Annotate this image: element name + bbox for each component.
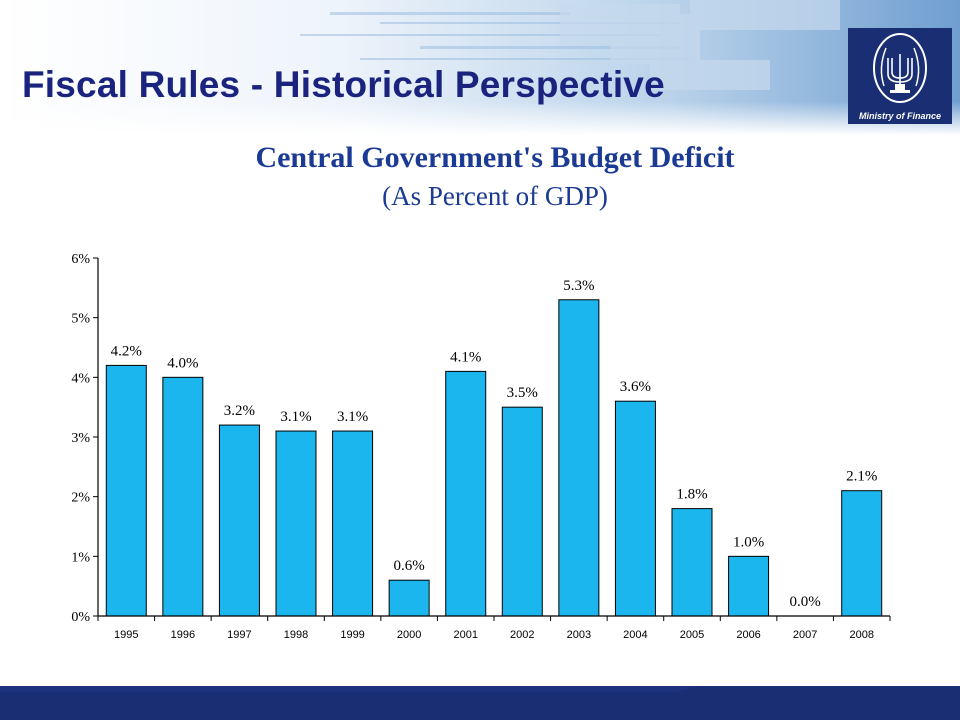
page-number: 3 [818, 689, 826, 704]
y-tick-label: 3% [71, 431, 90, 446]
data-label: 0.0% [790, 594, 821, 610]
x-tick-label: 2006 [736, 629, 760, 641]
x-tick-label: 1996 [171, 629, 195, 641]
data-label: 1.8% [676, 487, 707, 503]
bar [671, 508, 713, 617]
data-label: 0.6% [394, 558, 425, 574]
bar [501, 406, 543, 617]
y-axis: 0% 1% 2% 3% 4% 5% 6% [71, 252, 99, 625]
bar [841, 490, 883, 617]
data-label: 3.5% [507, 385, 538, 401]
logo-caption: Ministry of Finance [858, 111, 941, 121]
y-tick-label: 4% [71, 371, 90, 386]
data-label: 4.0% [167, 355, 198, 371]
slide-title: Fiscal Rules - Historical Perspective [22, 64, 665, 105]
data-label: 3.1% [280, 409, 311, 425]
x-tick-label: 2003 [567, 629, 591, 641]
data-label: 3.1% [337, 409, 368, 425]
x-tick-label: 2002 [510, 629, 534, 641]
x-axis: 1995 1996 1997 1998 1999 2000 2001 2002 2003 2004… [97, 615, 891, 641]
bar-chart: 0%1%2%3%4%5%6% 4.2%4.0%3.2% 3.1% 3.1%0.6%4… [71, 252, 891, 641]
ministry-logo: Ministry of Finance [848, 28, 952, 124]
bar [218, 424, 260, 617]
chart-subtitle: (As Percent of GDP) [382, 181, 608, 211]
footer-graphic [0, 686, 960, 720]
x-tick-label: 1998 [284, 629, 308, 641]
x-tick-label: 2001 [453, 629, 477, 641]
y-tick-label: 1% [71, 550, 90, 565]
data-label: 2.1% [846, 469, 877, 485]
bar [105, 364, 147, 617]
y-tick-label: 6% [71, 252, 90, 267]
bar [162, 376, 204, 617]
bars [105, 299, 883, 617]
chart-title: Central Government's Budget Deficit [255, 141, 735, 174]
menorah-emblem-icon [848, 28, 952, 124]
bar [388, 579, 430, 617]
data-label: 4.1% [450, 349, 481, 365]
header-background [0, 0, 960, 135]
y-tick-label: 0% [71, 610, 90, 625]
x-tick-label: 2000 [397, 629, 421, 641]
x-tick-label: 2004 [623, 629, 647, 641]
bar [614, 400, 656, 617]
data-label: 1.0% [733, 534, 764, 550]
header-band: Fiscal Rules - Historical Perspective Mi… [0, 0, 960, 135]
data-label: 4.2% [111, 343, 142, 359]
x-tick-label: 1997 [227, 629, 251, 641]
bar [332, 430, 374, 617]
data-label: 5.3% [563, 278, 594, 294]
bar [728, 555, 770, 617]
data-labels: 4.2% 4.0% 3.2% 3.1% 3.1% 0.6% 4.1% 3.5% 5.3% 3.6%… [111, 278, 878, 610]
x-tick-label: 2008 [849, 629, 873, 641]
y-tick-label: 5% [71, 312, 90, 327]
data-label: 3.2% [224, 403, 255, 419]
x-tick-label: 1995 [114, 629, 138, 641]
y-tick-label: 2% [71, 491, 90, 506]
data-label: 3.6% [620, 379, 651, 395]
bar [558, 299, 600, 617]
footer-bar [0, 686, 960, 720]
bar [445, 370, 487, 617]
x-tick-label: 2007 [793, 629, 817, 641]
x-tick-label: 1999 [340, 629, 364, 641]
x-tick-label: 2005 [680, 629, 704, 641]
bar [275, 430, 317, 617]
